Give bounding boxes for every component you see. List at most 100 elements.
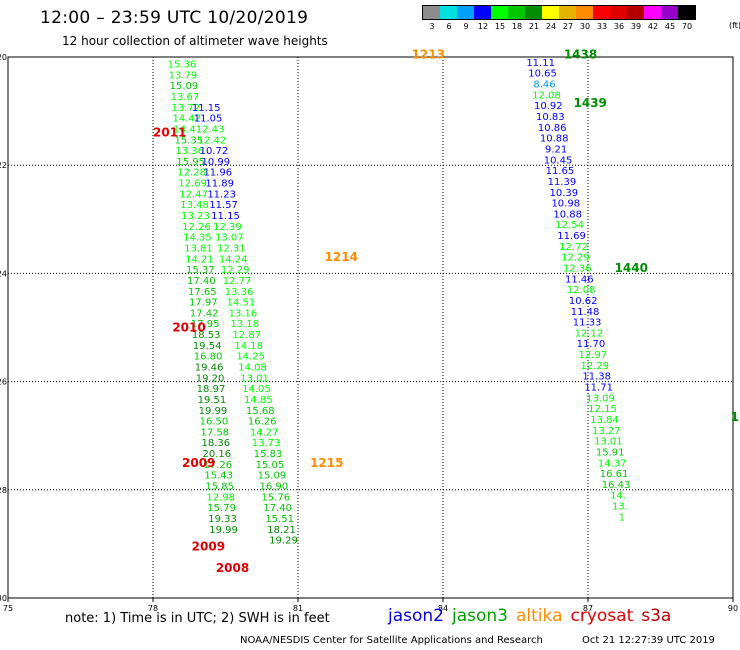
color-swatch-42 <box>644 6 661 19</box>
color-label-27: 27 <box>562 22 574 31</box>
wave-height-label: 12.77 <box>223 276 252 287</box>
wave-height-label: 18.53 <box>192 330 221 341</box>
wave-height-label: 10.98 <box>551 199 580 210</box>
x-tick-label: 81 <box>293 604 303 613</box>
color-label-15: 15 <box>494 22 506 31</box>
y-tick-label: -24 <box>0 269 7 278</box>
wave-height-label: 12.29 <box>561 253 590 264</box>
wave-height-label: 16.43 <box>602 480 631 491</box>
wave-height-label: 12.29 <box>580 361 609 372</box>
wave-height-label: 12.97 <box>579 350 608 361</box>
wave-height-label: 18.21 <box>267 525 296 536</box>
wave-height-label: 12.47 <box>179 189 208 200</box>
wave-height-label: 13.16 <box>229 308 258 319</box>
wave-height-label: 15.05 <box>256 460 285 471</box>
pass-number-label: 2008 <box>216 561 249 575</box>
mission-label-jason3: jason3 <box>452 606 508 626</box>
wave-height-label: 12.42 <box>198 135 227 146</box>
wave-height-label: 15.37 <box>186 265 215 276</box>
wave-height-label: 13.23 <box>181 211 210 222</box>
wave-height-label: 17.40 <box>263 503 292 514</box>
wave-height-label: 11.57 <box>209 200 238 211</box>
color-label-21: 21 <box>528 22 540 31</box>
wave-height-label: 13.84 <box>590 415 619 426</box>
wave-height-label: 12.54 <box>555 220 584 231</box>
wave-height-label: 14. <box>610 491 626 502</box>
color-swatch-9 <box>457 6 474 19</box>
wave-height-label: 14.21 <box>185 254 214 265</box>
wave-height-label: 13.01 <box>240 373 269 384</box>
wave-height-label: 14.25 <box>236 352 265 363</box>
wave-height-label: 14.24 <box>219 254 248 265</box>
mission-legend: jason2 jason3 altika cryosat s3a <box>388 606 679 626</box>
wave-height-label: 11.71 <box>584 383 613 394</box>
wave-height-label: 11.96 <box>203 168 232 179</box>
generated-timestamp: Oct 21 12:27:39 UTC 2019 <box>582 635 715 646</box>
y-tick-label: -20 <box>0 53 7 62</box>
wave-height-label: 13.27 <box>592 426 621 437</box>
pass-number-label: 1213 <box>412 47 445 61</box>
wave-height-label: 15.09 <box>170 81 199 92</box>
wave-height-label: 10.92 <box>534 101 563 112</box>
color-swatch-18 <box>508 6 525 19</box>
wave-height-label: 10.72 <box>200 146 229 157</box>
wave-height-label: 13.36 <box>175 146 204 157</box>
wave-height-label: 12.87 <box>232 330 261 341</box>
wave-height-label: 12.08 <box>567 285 596 296</box>
wave-height-label: 14.05 <box>242 384 271 395</box>
wave-height-label: 16.90 <box>260 482 289 493</box>
mission-label-jason2: jason2 <box>388 606 444 626</box>
wave-height-label: 11.89 <box>205 179 234 190</box>
wave-height-label: 10.83 <box>536 112 565 123</box>
wave-height-label: 15.68 <box>246 406 275 417</box>
color-swatch-36 <box>610 6 627 19</box>
pass-number-label: 2009 <box>192 540 225 554</box>
color-swatch-27 <box>559 6 576 19</box>
mission-label-altika: altika <box>516 606 563 626</box>
wave-height-label: 19.46 <box>195 362 224 373</box>
wave-height-label: 12.43 <box>196 124 225 135</box>
wave-height-label: 12.15 <box>588 404 617 415</box>
y-tick-label: -22 <box>0 161 7 170</box>
wave-height-label: 1 <box>619 512 625 523</box>
wave-height-label: 10.88 <box>553 209 582 220</box>
wave-height-label: 10.65 <box>528 69 557 80</box>
pass-number-label: 1215 <box>310 456 343 470</box>
wave-height-label: 11.38 <box>582 372 611 383</box>
wave-height-label: 16.61 <box>600 469 629 480</box>
color-swatch-45 <box>661 6 678 19</box>
mission-label-s3a: s3a <box>641 606 672 626</box>
wave-height-label: 13.72 <box>172 103 201 114</box>
wave-height-label: 13.09 <box>586 393 615 404</box>
wave-height-label: 12.26 <box>182 222 211 233</box>
color-scale-swatches <box>422 5 696 20</box>
color-swatch-3 <box>423 6 440 19</box>
wave-height-label: 14.41 <box>173 124 202 135</box>
wave-height-label: 10.99 <box>202 157 231 168</box>
color-swatch-30 <box>576 6 593 19</box>
wave-height-label: 17.26 <box>203 460 232 471</box>
wave-height-label: 20.16 <box>202 449 231 460</box>
wave-height-label: 12.08 <box>532 90 561 101</box>
wave-height-label: 12.36 <box>563 263 592 274</box>
y-tick-label: -26 <box>0 378 7 387</box>
wave-height-label: 13.79 <box>169 70 198 81</box>
wave-height-label: 11.11 <box>526 58 555 69</box>
color-scale-labels: 3 6 9 12 15 18 21 24 27 30 33 36 39 42 45 70 <box>422 20 696 34</box>
wave-height-label: 13.73 <box>252 438 281 449</box>
color-label-33: 33 <box>596 22 608 31</box>
color-label-42: 42 <box>647 22 659 31</box>
color-label-45: 45 <box>664 22 676 31</box>
wave-height-label: 15.79 <box>207 503 236 514</box>
wave-height-label: 14.37 <box>598 458 627 469</box>
wave-height-label: 11.15 <box>211 211 240 222</box>
wave-height-label: 12.29 <box>221 265 250 276</box>
color-label-30: 30 <box>579 22 591 31</box>
color-swatch-24 <box>542 6 559 19</box>
wave-height-label: 17.65 <box>188 287 217 298</box>
wave-height-label: 15.09 <box>258 471 287 482</box>
color-swatch-39 <box>627 6 644 19</box>
wave-height-label: 11.15 <box>192 103 221 114</box>
color-swatch-70 <box>678 6 695 19</box>
